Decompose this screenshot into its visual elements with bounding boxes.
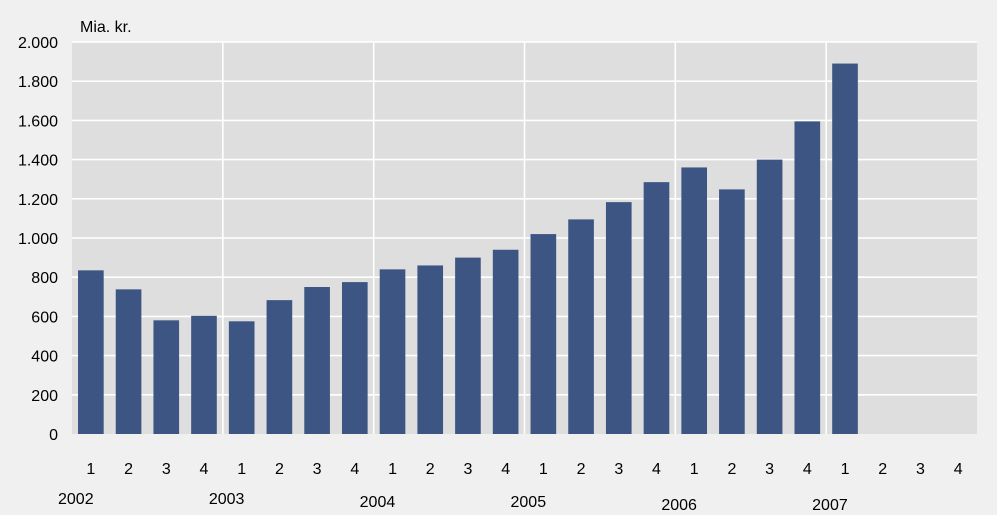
bar bbox=[530, 234, 557, 434]
x-tick-label-quarter: 1 bbox=[539, 461, 548, 478]
y-tick-label: 1.800 bbox=[18, 74, 58, 91]
y-tick-label: 400 bbox=[31, 349, 58, 366]
bar bbox=[115, 289, 142, 434]
bar bbox=[191, 315, 217, 434]
bar bbox=[153, 320, 180, 434]
x-tick-label-quarter: 3 bbox=[463, 461, 472, 478]
bar bbox=[832, 63, 858, 435]
bar bbox=[719, 189, 745, 434]
y-tick-label: 1.600 bbox=[18, 113, 58, 130]
bar bbox=[228, 321, 255, 434]
bar bbox=[266, 300, 293, 434]
x-tick-label-quarter: 4 bbox=[954, 461, 963, 478]
bar bbox=[756, 159, 783, 434]
bar bbox=[78, 270, 104, 434]
bar bbox=[455, 257, 481, 434]
bars bbox=[78, 63, 858, 435]
x-tick-label-quarter: 2 bbox=[124, 461, 133, 478]
x-tick-label-quarter: 2 bbox=[727, 461, 736, 478]
bar bbox=[492, 249, 519, 434]
x-tick-label-quarter: 4 bbox=[200, 461, 209, 478]
x-tick-label-quarter: 4 bbox=[501, 461, 510, 478]
bar bbox=[605, 202, 632, 434]
y-tick-label: 1.000 bbox=[18, 231, 58, 248]
bar bbox=[643, 182, 670, 434]
y-tick-label: 800 bbox=[31, 270, 58, 287]
x-tick-label-quarter: 3 bbox=[313, 461, 322, 478]
x-tick-label-quarter: 4 bbox=[350, 461, 359, 478]
y-tick-label: 600 bbox=[31, 309, 58, 326]
x-tick-label-year: 2006 bbox=[661, 497, 697, 510]
y-axis-unit-label: Mia. kr. bbox=[80, 19, 132, 36]
x-tick-label-year: 2002 bbox=[58, 491, 94, 508]
bar bbox=[417, 265, 444, 434]
bar bbox=[568, 219, 594, 434]
x-tick-label-quarter: 2 bbox=[878, 461, 887, 478]
y-tick-label: 0 bbox=[49, 427, 58, 444]
bar bbox=[304, 287, 330, 434]
y-tick-label: 2.000 bbox=[18, 35, 58, 52]
x-tick-label-quarter: 3 bbox=[916, 461, 925, 478]
x-tick-label-year: 2003 bbox=[209, 491, 245, 508]
bar bbox=[681, 167, 708, 434]
y-tick-label: 200 bbox=[31, 388, 58, 405]
axes: 0 200 400 600 800 1.000 1.200 1.400 1.600 1.800 2.… bbox=[18, 35, 963, 514]
bar bbox=[794, 121, 821, 434]
x-tick-label-quarter: 1 bbox=[388, 461, 397, 478]
x-tick-label-year: 2007 bbox=[812, 497, 848, 510]
x-tick-label-quarter: 3 bbox=[614, 461, 623, 478]
x-tick-label-quarter: 3 bbox=[162, 461, 171, 478]
x-tick-label-quarter: 2 bbox=[426, 461, 435, 478]
x-tick-label-year: 2005 bbox=[511, 494, 547, 510]
y-tick-label: 1.200 bbox=[18, 192, 58, 209]
x-tick-label-quarter: 1 bbox=[86, 461, 95, 478]
x-tick-label-quarter: 2 bbox=[577, 461, 586, 478]
bar bbox=[379, 269, 406, 434]
y-tick-label: 1.400 bbox=[18, 153, 58, 170]
x-tick-label-quarter: 1 bbox=[690, 461, 699, 478]
gridlines bbox=[72, 41, 977, 434]
x-tick-label-quarter: 4 bbox=[803, 461, 812, 478]
bar bbox=[341, 282, 368, 434]
x-tick-label-year: 2004 bbox=[360, 494, 396, 510]
x-tick-label-quarter: 3 bbox=[765, 461, 774, 478]
x-tick-label-quarter: 1 bbox=[237, 461, 246, 478]
x-tick-label-quarter: 4 bbox=[652, 461, 661, 478]
x-tick-label-quarter: 1 bbox=[841, 461, 850, 478]
x-tick-label-quarter: 2 bbox=[275, 461, 284, 478]
